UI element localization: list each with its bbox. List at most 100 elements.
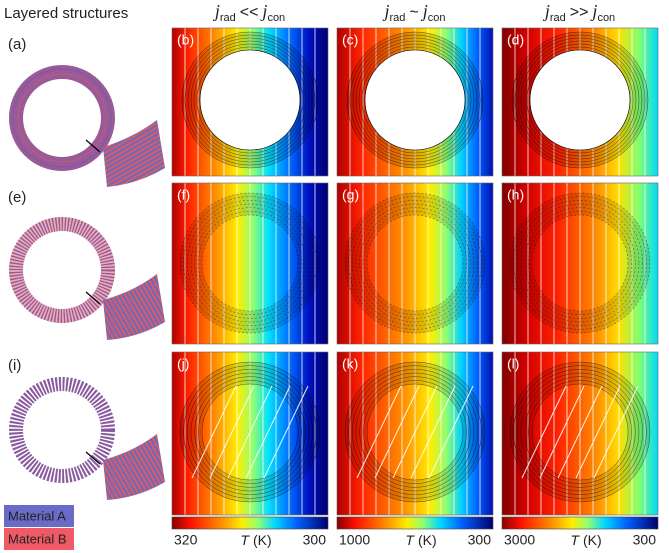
colorbar-hot-label: 3000	[504, 532, 535, 548]
field	[172, 28, 328, 176]
subscript: rad	[390, 12, 406, 24]
shell-layer	[201, 383, 299, 481]
isotherm	[209, 385, 255, 479]
ring-diagram	[9, 217, 165, 340]
shell-layer	[198, 211, 302, 315]
colorbar	[501, 516, 659, 530]
legend-label: Material A	[8, 508, 66, 523]
panel-border	[336, 182, 494, 345]
simulation-panel: (g)	[336, 182, 494, 345]
shell-layer	[190, 203, 310, 323]
shell-layer	[509, 361, 651, 503]
field	[337, 28, 493, 176]
shell-layer	[366, 383, 464, 481]
shell-layer	[194, 207, 306, 319]
shell-layer	[196, 46, 304, 154]
shell-layer	[523, 43, 637, 157]
subscript: con	[428, 12, 446, 24]
symbol: j	[260, 1, 267, 21]
subscript: rad	[550, 12, 566, 24]
colorbar	[171, 516, 329, 530]
symbol: j	[213, 1, 220, 21]
shell-layer	[520, 372, 640, 492]
isotherm	[410, 385, 456, 479]
unit: (K)	[418, 532, 437, 548]
shell-layer	[184, 34, 316, 166]
panel-border	[171, 182, 329, 345]
shell-layer	[183, 365, 317, 499]
simulation-panel: (f)	[171, 182, 329, 345]
colorbar	[336, 516, 494, 530]
unit: (K)	[583, 532, 602, 548]
simulation-panel: (l)	[501, 351, 659, 516]
hole	[364, 49, 466, 151]
legend-swatch	[4, 505, 74, 527]
ring-diagram	[9, 377, 165, 500]
ring-diagram	[9, 65, 165, 187]
shell-layer	[358, 43, 472, 157]
colorbar-title: T (K)	[570, 532, 601, 548]
colorbar-title: T (K)	[240, 532, 271, 548]
field	[502, 28, 658, 176]
shell-layer	[517, 369, 643, 495]
isotherm	[593, 385, 639, 479]
shell-layer	[363, 211, 467, 315]
simulation-panel: (j)	[171, 351, 329, 516]
panel-label: (d)	[507, 32, 524, 48]
isotherm	[557, 385, 603, 479]
panel-border	[501, 182, 659, 345]
symbol: j	[382, 1, 389, 21]
panel-label: (l)	[507, 356, 519, 372]
shell-layer	[352, 369, 478, 495]
shell-layer	[194, 376, 306, 488]
simulation-panel: (k)	[336, 351, 494, 516]
simulation-panel: (c)	[336, 27, 494, 177]
column-header: jrad << jcon	[213, 1, 285, 24]
shell-layer	[363, 380, 467, 484]
relation: ~	[409, 4, 418, 21]
shell-layer	[531, 383, 629, 481]
shell-layer	[348, 365, 482, 499]
shell-layer	[528, 211, 632, 315]
relation: >>	[570, 4, 589, 21]
isotherm	[521, 385, 567, 479]
legend-label: Material B	[8, 531, 67, 546]
shell-layer	[190, 372, 310, 492]
row-label: (e)	[8, 189, 26, 206]
field	[172, 183, 328, 344]
shell-layer	[520, 40, 640, 160]
shell-layer	[355, 203, 475, 323]
simulation-panel: (b)	[171, 27, 329, 177]
panel-border	[336, 27, 494, 177]
isotherm	[428, 385, 474, 479]
shell-layer	[198, 380, 302, 484]
shell-layer	[520, 203, 640, 323]
field	[337, 352, 493, 515]
shell-layer	[517, 200, 643, 326]
shell-layer	[355, 372, 475, 492]
panel-border	[336, 351, 494, 516]
shell-layer	[514, 34, 646, 166]
shell-layer	[179, 361, 321, 503]
shell-layer	[524, 376, 636, 488]
shell-layer	[352, 200, 478, 326]
field	[502, 183, 658, 344]
colorbar-hot-label: 320	[174, 532, 198, 548]
simulation-panel: (d)	[501, 27, 659, 177]
panel-label: (b)	[177, 32, 194, 48]
hole	[199, 49, 301, 151]
column-header: jrad >> jcon	[543, 1, 615, 24]
shell-layer	[183, 196, 317, 330]
shell-layer	[344, 361, 486, 503]
panel-label: (j)	[177, 356, 189, 372]
simulation-panel: (h)	[501, 182, 659, 345]
subscript: rad	[220, 12, 236, 24]
field	[502, 352, 658, 515]
symbol: j	[590, 1, 597, 21]
panel-label: (c)	[342, 32, 358, 48]
shell-layer	[349, 34, 481, 166]
row-label: (i)	[8, 357, 21, 374]
field	[337, 183, 493, 344]
shell-layer	[361, 46, 469, 154]
